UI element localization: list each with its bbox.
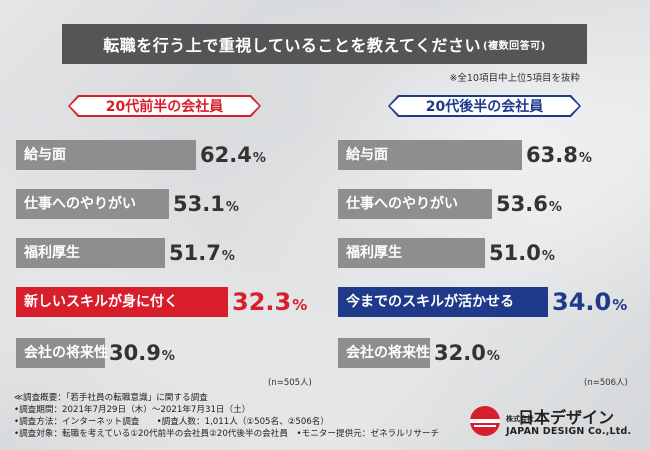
bar-row: 福利厚生 51.7% [16, 238, 306, 268]
bar [338, 238, 485, 268]
chart-title: 転職を行う上で重視していることを教えてください [103, 36, 482, 55]
bar-value-label: 63.8% [526, 143, 592, 167]
bar [16, 287, 228, 317]
bar-category-label: 今までのスキルが活かせる [346, 294, 514, 310]
bar-category-label: 新しいスキルが身に付く [24, 294, 178, 310]
bar-value-label: 53.6% [496, 192, 562, 216]
bar-row: 今までのスキルが活かせる 34.0% [338, 287, 628, 317]
bar-value-label: 34.0% [552, 288, 628, 316]
company-logo: 株式会社日本デザイン JAPAN DESIGN Co.,Ltd. [470, 404, 640, 440]
logo-name: 株式会社日本デザイン [506, 404, 614, 428]
bar-category-label: 仕事へのやりがい [346, 196, 458, 212]
group-label-text: 20代前半の会社員 [105, 99, 224, 115]
footer-line: •調査期間：2021年7月29日（木）〜2021年7月31日（土） [14, 405, 251, 415]
n-note-late-20s: (n=506人) [584, 378, 628, 388]
bar-value-label: 30.9% [109, 341, 175, 365]
bar-value-label: 51.0% [489, 241, 555, 265]
n-note-early-20s: (n=505人) [268, 378, 312, 388]
group-label-text: 20代後半の会社員 [425, 99, 544, 115]
logo-english: JAPAN DESIGN Co.,Ltd. [506, 426, 632, 437]
group-label-late-20s: 20代後半の会社員 [388, 95, 581, 117]
survey-footer: ≪調査概要：「若手社員の転職意識」に関する調査 •調査期間：2021年7月29日… [14, 392, 439, 440]
logo-mark-icon [470, 406, 500, 436]
bar [338, 140, 522, 170]
bar-value-label: 32.3% [232, 288, 308, 316]
footer-line: •調査対象：転職を考えている①20代前半の会社員②20代後半の会社員 •モニター… [14, 429, 440, 439]
bar-category-label: 仕事へのやりがい [24, 196, 136, 212]
bar-row: 会社の将来性 32.0% [338, 338, 628, 368]
bar [16, 338, 105, 368]
chart-title-sub: (複数回答可) [483, 40, 546, 52]
bar-category-label: 会社の将来性 [24, 345, 108, 361]
bar [338, 338, 430, 368]
bar-row: 福利厚生 51.0% [338, 238, 628, 268]
top-note: ※全10項目中上位5項目を抜粋 [449, 73, 580, 84]
bar [16, 189, 169, 219]
logo-name-text: 日本デザイン [518, 408, 615, 427]
bar [338, 189, 492, 219]
bar-value-label: 51.7% [169, 241, 235, 265]
bar-category-label: 会社の将来性 [346, 345, 430, 361]
bar-row: 仕事へのやりがい 53.1% [16, 189, 306, 219]
bar-row: 仕事へのやりがい 53.6% [338, 189, 628, 219]
bar-row: 給与面 63.8% [338, 140, 628, 170]
bar-category-label: 福利厚生 [346, 245, 402, 261]
bar-value-label: 62.4% [200, 143, 266, 167]
footer-line: •調査方法：インターネット調査 •調査人数：1,011人（①505名、②506名… [14, 417, 329, 427]
bar-category-label: 福利厚生 [24, 245, 80, 261]
bar-category-label: 給与面 [346, 147, 388, 163]
bar-category-label: 給与面 [24, 147, 66, 163]
bar-row: 会社の将来性 30.9% [16, 338, 306, 368]
group-label-early-20s: 20代前半の会社員 [68, 95, 261, 117]
bar-row: 新しいスキルが身に付く 32.3% [16, 287, 308, 317]
chart-title-box: 転職を行う上で重視していることを教えてください (複数回答可) [62, 24, 587, 64]
bar [16, 140, 196, 170]
bar [338, 287, 548, 317]
bar [16, 238, 165, 268]
logo-kabushiki: 株式会社 [506, 414, 534, 423]
footer-line: ≪調査概要：「若手社員の転職意識」に関する調査 [14, 393, 208, 403]
bar-value-label: 53.1% [173, 192, 239, 216]
bar-row: 給与面 62.4% [16, 140, 306, 170]
bar-value-label: 32.0% [434, 341, 500, 365]
